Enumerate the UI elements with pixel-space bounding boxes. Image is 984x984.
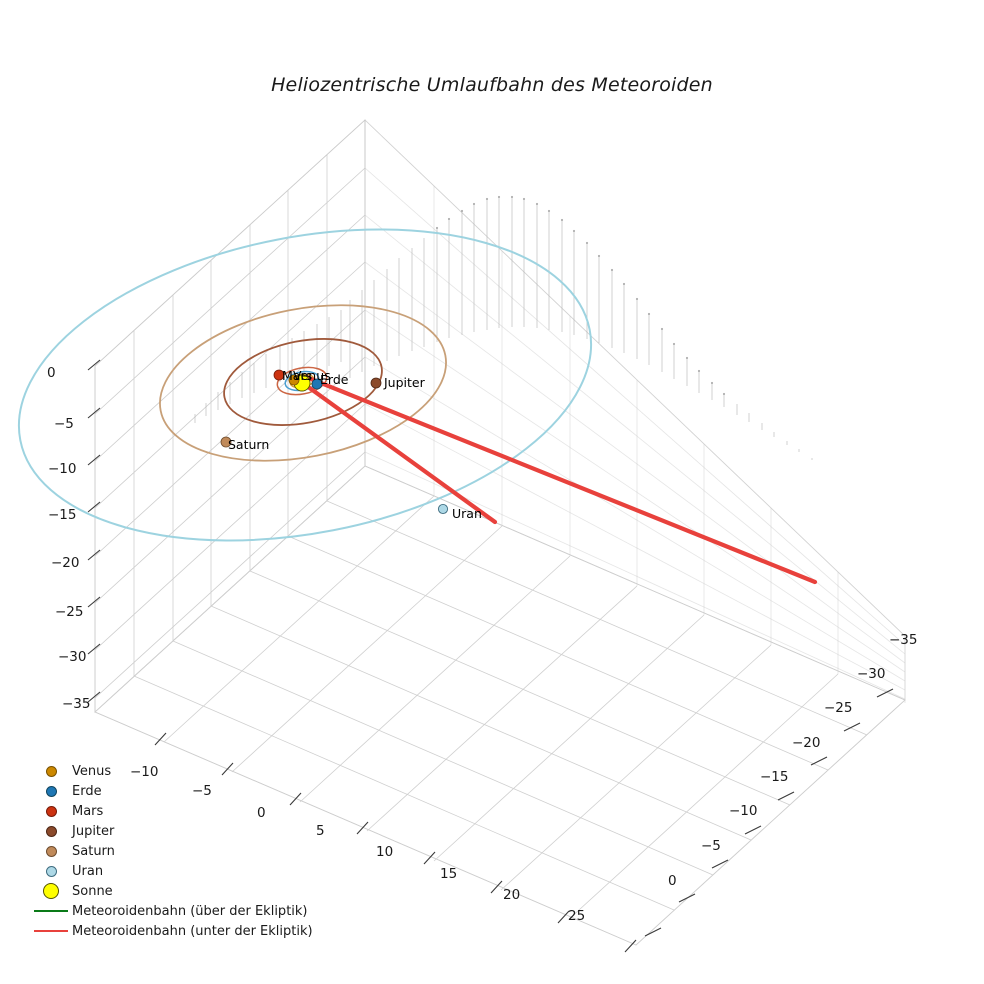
z-tick-0: 0: [47, 365, 56, 381]
marker-venus: [288, 374, 300, 386]
x-tick-4: 10: [376, 844, 394, 860]
legend-label-venus: Venus: [72, 763, 112, 779]
legend-item-jupiter[interactable]: Jupiter: [30, 821, 330, 841]
label-jupiter: Jupiter: [384, 375, 425, 390]
x-tick-3: 5: [316, 823, 325, 839]
x-tick-1: −5: [192, 783, 212, 799]
legend-item-trajectory-below[interactable]: Meteoroidenbahn (unter der Ekliptik): [30, 921, 330, 941]
jupiter-orbit-path: [223, 338, 383, 426]
z-tick-5: −25: [55, 604, 84, 620]
legend-marker-sonne-icon: [30, 883, 72, 899]
legend-line-below-ecliptic-icon: [30, 930, 72, 932]
legend-label-sonne: Sonne: [72, 883, 113, 899]
meteoroid-trajectory-below-ecliptic: [297, 374, 818, 585]
y-tick-6: −30: [857, 666, 886, 682]
label-saturn: Saturn: [228, 437, 270, 452]
y-tick-2: −10: [729, 803, 758, 819]
label-venus: Venus: [293, 368, 331, 383]
orbit-drop-stem-dots: [435, 195, 726, 396]
legend-marker-jupiter-icon: [30, 825, 72, 837]
label-erde: Erde: [320, 372, 349, 387]
legend-marker-saturn-icon: [30, 845, 72, 857]
legend-item-mars[interactable]: Mars: [30, 801, 330, 821]
legend-marker-venus-icon: [30, 765, 72, 777]
y-tick-0: 0: [668, 873, 677, 889]
legend-item-saturn[interactable]: Saturn: [30, 841, 330, 861]
x-tick-7: 25: [568, 908, 586, 924]
z-tick-1: −5: [54, 416, 74, 432]
legend-line-above-ecliptic-icon: [30, 910, 72, 912]
z-tick-3: −15: [48, 507, 77, 523]
right-wall-grid: [364, 119, 906, 703]
mars-orbit-path: [276, 366, 328, 396]
marker-uran: [437, 503, 449, 515]
orbit-drop-stems: [194, 197, 813, 460]
saturn-orbit-path: [159, 304, 447, 462]
page-title: Heliozentrische Umlaufbahn des Meteoroid…: [271, 74, 713, 96]
legend-marker-mars-icon: [30, 805, 72, 817]
marker-mars: [273, 369, 285, 381]
z-tick-6: −30: [58, 649, 87, 665]
y-tick-5: −25: [824, 700, 853, 716]
chart-legend: Venus Erde Mars Jupiter Saturn: [30, 761, 330, 941]
x-tick-0: −10: [130, 764, 159, 780]
uran-orbit-path: [17, 228, 593, 542]
x-tick-5: 15: [440, 866, 458, 882]
legend-item-erde[interactable]: Erde: [30, 781, 330, 801]
y-tick-4: −20: [792, 735, 821, 751]
z-tick-7: −35: [62, 696, 91, 712]
legend-item-sonne[interactable]: Sonne: [30, 881, 330, 901]
legend-label-trajectory-below: Meteoroidenbahn (unter der Ekliptik): [72, 923, 313, 939]
back-wall-grid: [94, 119, 366, 713]
body-markers: [220, 369, 449, 515]
legend-label-trajectory-above: Meteoroidenbahn (über der Ekliptik): [72, 903, 308, 919]
y-tick-1: −5: [701, 838, 721, 854]
legend-marker-erde-icon: [30, 785, 72, 797]
legend-label-mars: Mars: [72, 803, 104, 819]
floor-grid: [94, 465, 906, 946]
y-tick-3: −15: [760, 769, 789, 785]
legend-item-venus[interactable]: Venus: [30, 761, 330, 781]
legend-label-erde: Erde: [72, 783, 102, 799]
z-tick-2: −10: [48, 461, 77, 477]
x-tick-6: 20: [503, 887, 521, 903]
label-mars: Mars: [282, 368, 313, 383]
marker-saturn: [220, 436, 232, 448]
legend-label-jupiter: Jupiter: [72, 823, 115, 839]
marker-jupiter: [370, 377, 382, 389]
y-tick-7: −35: [889, 632, 918, 648]
legend-label-uran: Uran: [72, 863, 104, 879]
x-tick-2: 0: [257, 805, 266, 821]
marker-erde: [311, 378, 323, 390]
axis-tick-marks: [87, 359, 894, 953]
legend-label-saturn: Saturn: [72, 843, 115, 859]
label-uran: Uran: [452, 506, 482, 521]
z-tick-4: −20: [51, 555, 80, 571]
legend-item-uran[interactable]: Uran: [30, 861, 330, 881]
legend-marker-uran-icon: [30, 865, 72, 877]
legend-item-trajectory-above[interactable]: Meteoroidenbahn (über der Ekliptik): [30, 901, 330, 921]
